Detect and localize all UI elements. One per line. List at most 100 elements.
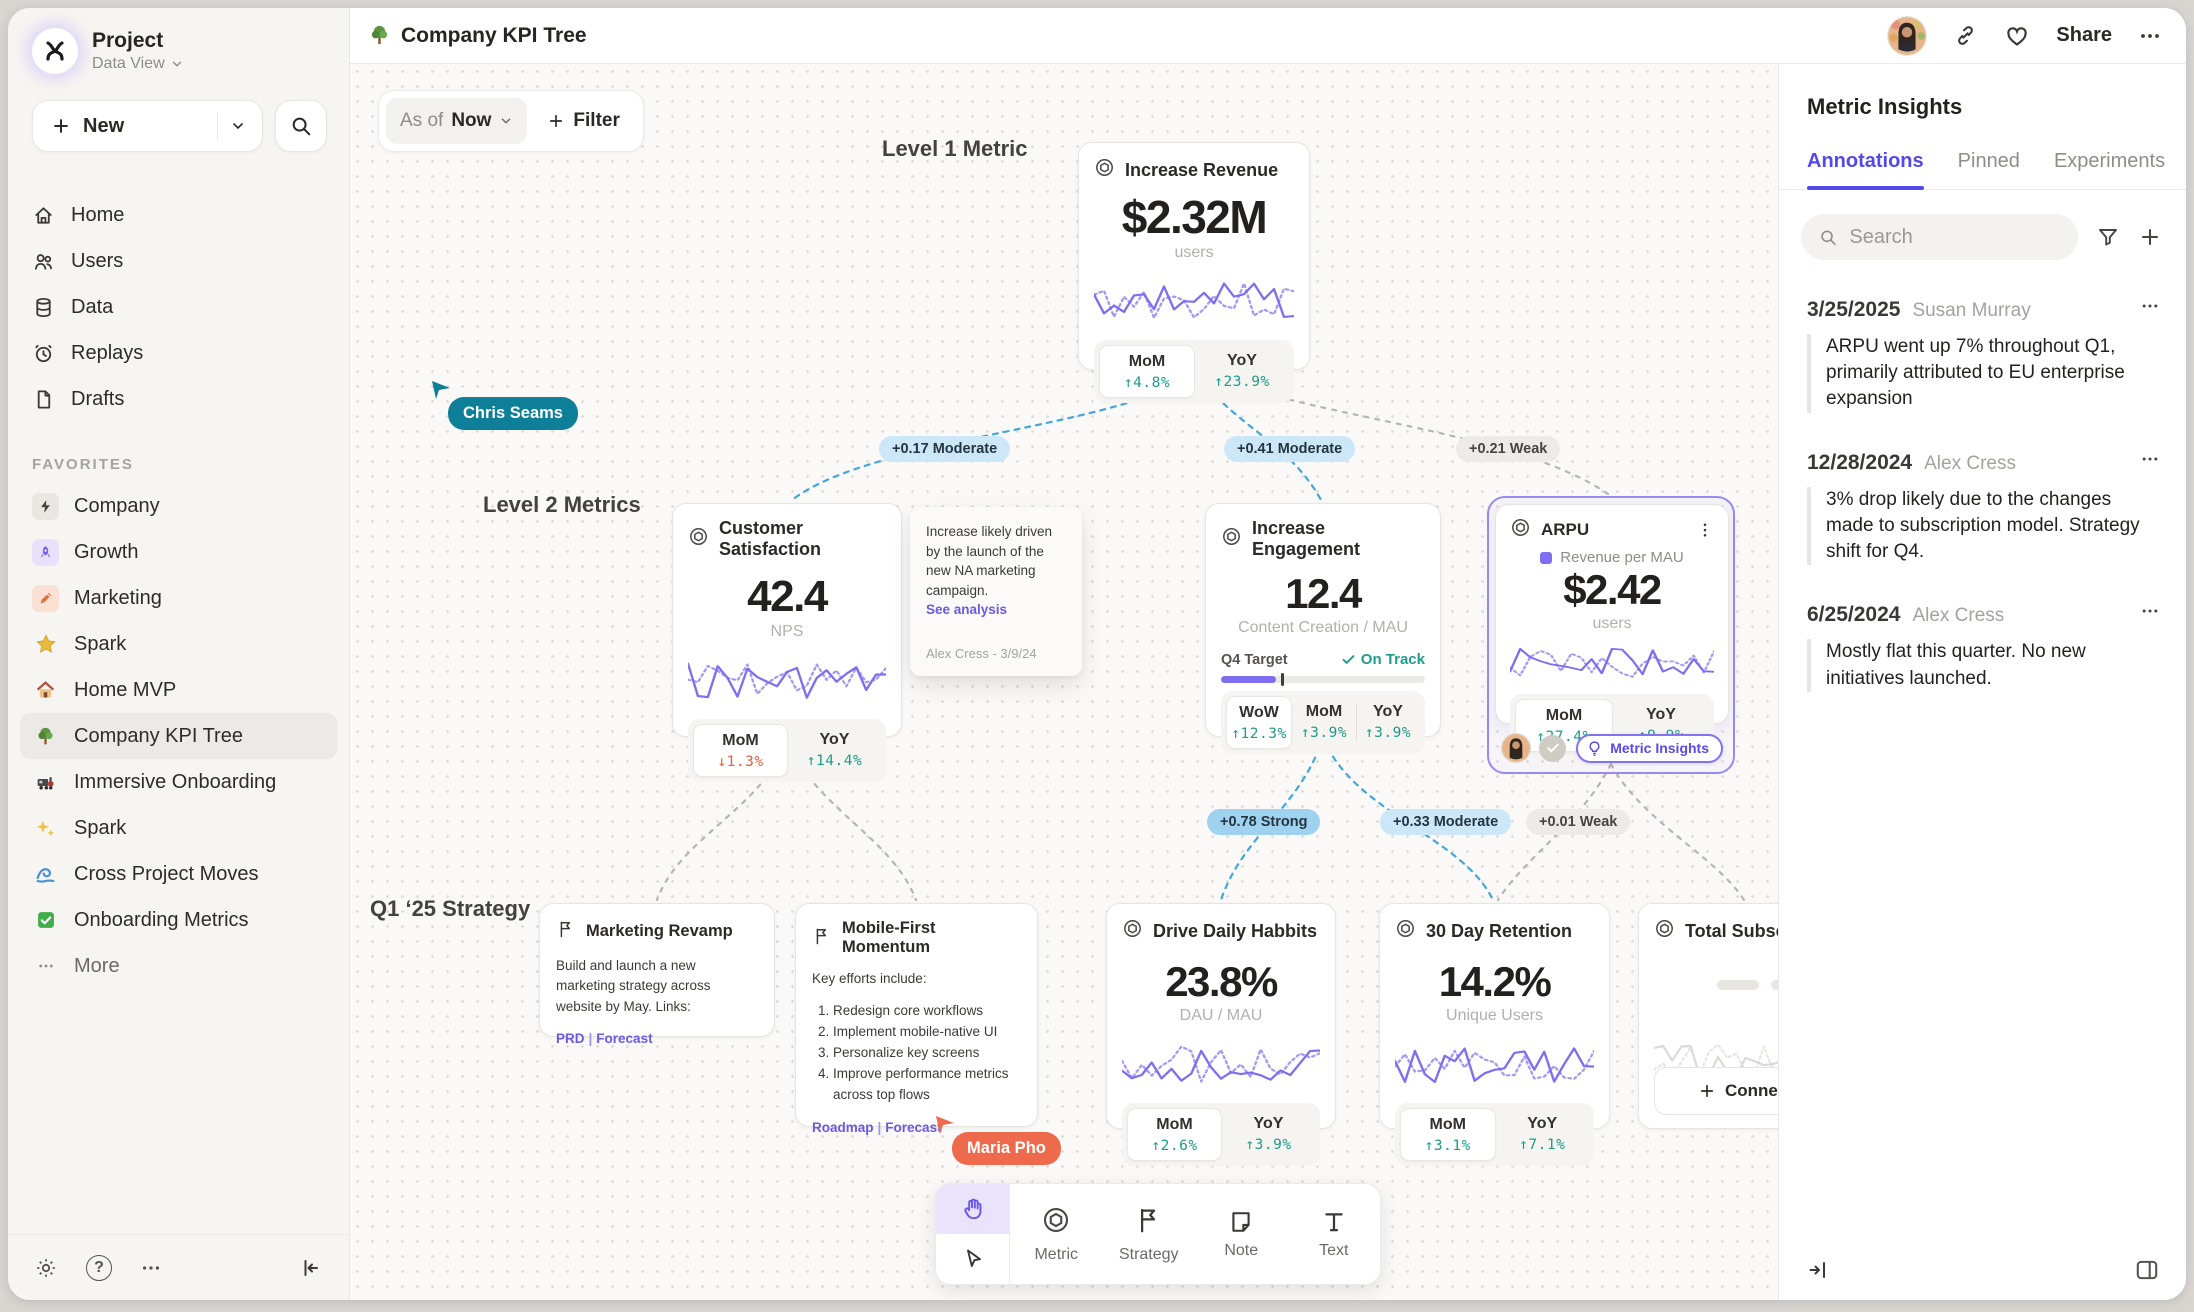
note-author: Alex Cress - 3/9/24 (926, 645, 1037, 661)
strategy-tool-icon (1134, 1205, 1164, 1240)
kpi-tree-canvas[interactable]: As of Now Filter Level 1 Metric Level 2 … (350, 64, 1778, 1300)
annotation-menu-icon[interactable] (2140, 601, 2160, 621)
note-tool-button[interactable]: Note (1195, 1184, 1288, 1284)
metric-card-customer-satisfaction[interactable]: Customer Satisfaction 42.4 NPS MoM ↓1.3% … (672, 503, 902, 783)
sparkles-icon (32, 815, 59, 842)
skeleton-bar (1717, 980, 1759, 990)
lightbulb-icon (1589, 740, 1600, 756)
sidebar-item-immersive-onboarding[interactable]: Immersive Onboarding (20, 759, 337, 805)
tab-pinned[interactable]: Pinned (1957, 150, 2020, 172)
more-options-icon[interactable] (140, 1257, 162, 1279)
metric-value: $2.42 (1563, 566, 1662, 613)
chevron-down-icon[interactable] (230, 118, 246, 134)
filter-funnel-icon[interactable] (2096, 225, 2120, 249)
sidebar-item-home[interactable]: Home (8, 192, 349, 238)
sidebar-item-cross-project-moves[interactable]: Cross Project Moves (20, 851, 337, 897)
house-icon (32, 677, 59, 704)
hand-tool-button[interactable] (936, 1184, 1009, 1234)
search-icon (1821, 230, 1836, 245)
annotation-item[interactable]: 12/28/2024 Alex Cress 3% drop likely due… (1779, 413, 2186, 566)
target-label: Q4 Target (1221, 651, 1288, 668)
new-button[interactable]: New (32, 100, 263, 152)
favorite-heart-icon[interactable] (2004, 23, 2030, 49)
edge-label-weak: +0.01 Weak (1526, 809, 1631, 835)
strategy-card-mobile-first-momentum[interactable]: Mobile-First Momentum Key efforts includ… (795, 903, 1038, 1135)
as-of-selector[interactable]: As of Now (386, 98, 528, 144)
metric-card-increase-engagement[interactable]: Increase Engagement 12.4 Content Creatio… (1205, 503, 1441, 755)
stat-yoy: YoY ↑14.4% (806, 731, 863, 770)
strategy-card-marketing-revamp[interactable]: Marketing Revamp Build and launch a new … (539, 903, 775, 1046)
settings-gear-icon[interactable] (34, 1256, 58, 1280)
metric-card-arpu[interactable]: ARPU Revenue per MAU $2.42 users MoM ↑27.… (1495, 504, 1729, 758)
see-analysis-link[interactable]: See analysis (926, 602, 1008, 618)
edge-label-strong: +0.78 Strong (1207, 809, 1321, 835)
annotation-note-card[interactable]: Increase likely driven by the launch of … (910, 507, 1082, 676)
nav-label: Data (71, 295, 114, 318)
sidebar-item-company[interactable]: Company (20, 483, 337, 529)
collapse-panel-icon[interactable] (1805, 1258, 1829, 1282)
sidebar-item-data[interactable]: Data (8, 284, 349, 330)
search-button[interactable] (275, 100, 327, 152)
metric-unit: Unique Users (1446, 1007, 1543, 1025)
avatar[interactable] (1887, 15, 1928, 56)
select-tool-button[interactable] (936, 1234, 1009, 1284)
train-icon (32, 769, 59, 796)
add-annotation-icon[interactable] (2138, 225, 2162, 249)
stat-yoy: YoY ↑7.1% (1519, 1115, 1566, 1154)
tab-experiments[interactable]: Experiments (2053, 150, 2166, 172)
help-icon[interactable]: ? (86, 1254, 112, 1281)
copy-link-icon[interactable] (1953, 23, 1978, 48)
sidebar: Project Data View New Home (8, 8, 350, 1300)
metric-insights-button[interactable]: Metric Insights (1576, 733, 1723, 763)
as-of-label: As of (400, 110, 444, 131)
series-legend: Revenue per MAU (1510, 549, 1714, 566)
split-view-icon[interactable] (2134, 1257, 2160, 1283)
annotation-menu-icon[interactable] (2140, 449, 2160, 469)
filter-button[interactable]: Filter (531, 98, 635, 144)
project-view-switcher[interactable]: Data View (92, 55, 184, 73)
project-header[interactable]: Project Data View (8, 8, 349, 74)
annotation-item[interactable]: 6/25/2024 Alex Cress Mostly flat this qu… (1779, 565, 2186, 692)
annotation-item[interactable]: 3/25/2025 Susan Murray ARPU went up 7% t… (1779, 260, 2186, 413)
annotations-search[interactable] (1801, 214, 2078, 260)
metric-hexagon-icon (688, 526, 709, 552)
sidebar-item-growth[interactable]: Growth (20, 529, 337, 575)
metric-card-increase-revenue[interactable]: Increase Revenue $2.32M users MoM ↑4.8% Y… (1078, 142, 1310, 404)
tab-annotations[interactable]: Annotations (1807, 150, 1924, 190)
metric-card-30-day-retention[interactable]: 30 Day Retention 14.2% Unique Users MoM ↑… (1379, 903, 1610, 1167)
strategy-intro: Key efforts include: (812, 971, 927, 986)
forecast-link[interactable]: Forecast (596, 1030, 653, 1046)
edge-label-moderate: +0.17 Moderate (879, 436, 1011, 462)
annotation-menu-icon[interactable] (2140, 296, 2160, 316)
text-tool-button[interactable]: Text (1288, 1184, 1381, 1284)
metric-card-drive-daily-habbits[interactable]: Drive Daily Habbits 23.8% DAU / MAU MoM ↑… (1106, 903, 1336, 1167)
metric-unit: NPS (770, 623, 804, 641)
forecast-link[interactable]: Forecast (885, 1119, 942, 1135)
sidebar-item-more[interactable]: More (20, 943, 337, 989)
metric-card-total-subscriptions[interactable]: Total Subscriptions Connect (1638, 903, 1778, 1129)
fav-label: Spark (74, 816, 127, 839)
prd-link[interactable]: PRD (556, 1030, 585, 1046)
strategy-tool-button[interactable]: Strategy (1103, 1184, 1196, 1284)
metric-tool-button[interactable]: Metric (1010, 1184, 1103, 1284)
connect-data-button[interactable]: Connect (1654, 1067, 1778, 1115)
annotation-author: Susan Murray (1912, 300, 2031, 321)
sidebar-item-spark[interactable]: Spark (20, 621, 337, 667)
more-menu-icon[interactable] (2138, 24, 2162, 48)
sidebar-item-home-mvp[interactable]: Home MVP (20, 667, 337, 713)
sidebar-item-replays[interactable]: Replays (8, 330, 349, 376)
sidebar-item-spark-2[interactable]: Spark (20, 805, 337, 851)
search-input[interactable] (1849, 225, 2060, 249)
sidebar-item-users[interactable]: Users (8, 238, 349, 284)
kebab-menu-icon[interactable] (1696, 521, 1714, 539)
sidebar-item-company-kpi-tree[interactable]: Company KPI Tree (20, 713, 337, 759)
roadmap-link[interactable]: Roadmap (812, 1119, 874, 1135)
collapse-sidebar-icon[interactable] (299, 1256, 323, 1280)
share-button[interactable]: Share (2056, 24, 2112, 46)
sparkline-chart (1120, 1033, 1322, 1095)
metric-card-arpu-selection[interactable]: ARPU Revenue per MAU $2.42 users MoM ↑27.… (1487, 496, 1735, 774)
target-progress-bar (1221, 673, 1425, 687)
sidebar-item-onboarding-metrics[interactable]: Onboarding Metrics (20, 897, 337, 943)
sidebar-item-marketing[interactable]: Marketing (20, 575, 337, 621)
sidebar-item-drafts[interactable]: Drafts (8, 376, 349, 422)
